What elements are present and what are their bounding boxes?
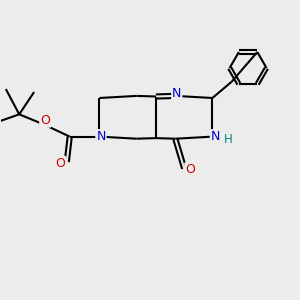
Text: H: H xyxy=(224,133,232,146)
Text: N: N xyxy=(211,130,220,143)
Text: O: O xyxy=(55,157,65,170)
Text: O: O xyxy=(40,114,50,127)
Text: N: N xyxy=(96,130,106,143)
Text: N: N xyxy=(172,87,182,100)
Text: O: O xyxy=(185,164,195,176)
